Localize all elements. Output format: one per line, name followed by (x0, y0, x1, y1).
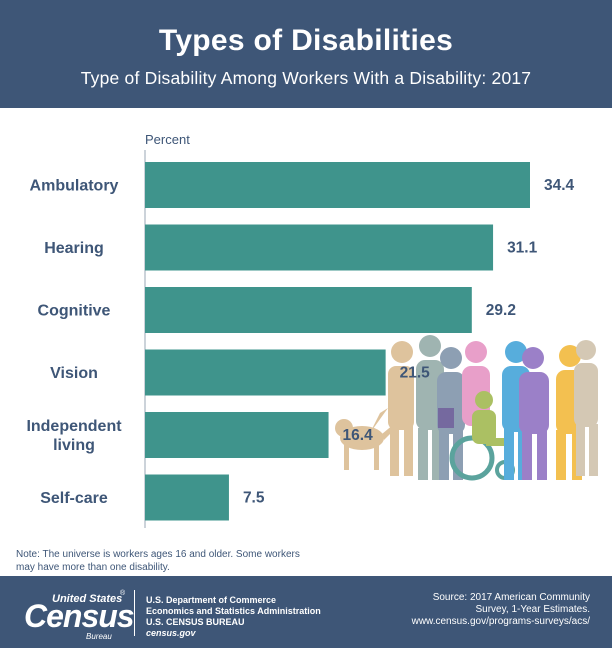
registered-mark: ® (120, 590, 126, 597)
chart-title: Types of Disabilities (158, 24, 454, 57)
bar-ambulatory (145, 162, 530, 208)
note-line-1: Note: The universe is workers ages 16 an… (16, 549, 300, 560)
category-label-self-care: Self-care (40, 490, 108, 507)
header-banner: Types of Disabilities Type of Disability… (0, 0, 612, 108)
census-logo-bureau-text: Bureau (86, 632, 112, 641)
category-label-line: living (53, 437, 95, 454)
category-label-vision: Vision (50, 365, 98, 382)
census-logo-wordmark: Census (24, 598, 135, 634)
person-beige-illustration (574, 340, 598, 476)
agency-line-2: Economics and Statistics Administration (146, 606, 321, 616)
value-label-ambulatory: 34.4 (544, 177, 575, 194)
person-with-bag-illustration (437, 347, 465, 480)
bar-chart: Percent 34.4 Ambulatory 31.1 Hearing 29.2 Cogn… (26, 132, 598, 528)
source-block: Source: 2017 American Community Survey, … (350, 592, 590, 628)
category-label-line: Self-care (40, 490, 108, 507)
footer-banner: United States ® Census Bureau U.S. Depar… (0, 576, 612, 648)
person-purple-illustration (519, 347, 549, 480)
chart-note: Note: The universe is workers ages 16 an… (16, 549, 346, 574)
value-label-vision: 21.5 (400, 365, 431, 382)
category-label-hearing: Hearing (44, 240, 104, 257)
value-label-self-care: 7.5 (243, 490, 265, 507)
value-label-cognitive: 29.2 (486, 302, 516, 319)
bar-independent-living (145, 412, 329, 458)
agency-line-3: U.S. CENSUS BUREAU (146, 617, 245, 627)
people-silhouettes-illustration (335, 335, 598, 481)
category-label-line: Cognitive (38, 303, 111, 320)
person-walking-illustration (370, 341, 414, 476)
wheelchair-user-illustration (449, 391, 515, 481)
bar-vision (145, 349, 386, 396)
category-label-independent-living: Independent living (26, 418, 122, 454)
agency-line-1: U.S. Department of Commerce (146, 595, 277, 605)
bar-cognitive (145, 287, 472, 333)
category-label-line: Hearing (44, 240, 104, 257)
source-line-2: Survey, 1-Year Estimates. (475, 604, 591, 615)
value-label-hearing: 31.1 (507, 240, 538, 257)
category-label-line: Ambulatory (30, 178, 119, 195)
category-label-line: Independent (26, 418, 122, 435)
agency-block: U.S. Department of Commerce Economics an… (146, 595, 321, 639)
census-logo-top-text: United States (52, 593, 123, 605)
category-label-line: Vision (50, 365, 98, 382)
bar-hearing (145, 224, 494, 271)
value-label-independent-living: 16.4 (343, 427, 374, 444)
axis-title: Percent (145, 132, 190, 147)
note-line-2: may have more than one disability. (16, 561, 170, 573)
category-label-cognitive: Cognitive (38, 303, 111, 320)
footer-divider (134, 590, 135, 636)
source-url-link[interactable]: www.census.gov/programs-surveys/acs/ (411, 616, 590, 627)
agency-url-link[interactable]: census.gov (146, 628, 196, 638)
chart-subtitle: Type of Disability Among Workers With a … (80, 68, 532, 88)
source-line-1: Source: 2017 American Community (432, 592, 590, 603)
bar-self-care (145, 474, 229, 521)
category-label-ambulatory: Ambulatory (30, 178, 119, 195)
